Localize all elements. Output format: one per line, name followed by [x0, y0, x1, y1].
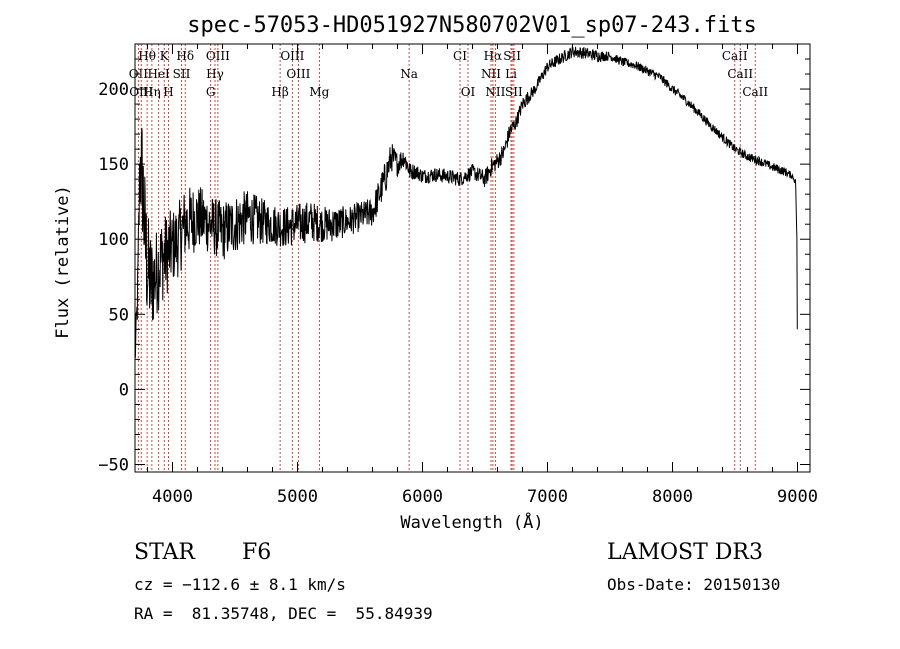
- observation-date: Obs-Date: 20150130: [607, 575, 781, 594]
- spectral-line-label: K: [160, 49, 170, 63]
- spectral-line-label: SII: [503, 49, 521, 63]
- spectral-line-label: Na: [400, 67, 418, 81]
- object-class: STAR: [134, 540, 195, 565]
- spectral-line-label: Li: [505, 67, 517, 81]
- spectral-line-label: OIII: [286, 67, 310, 81]
- plot-frame: [134, 43, 811, 473]
- spectral-line-label: Hα: [484, 49, 503, 63]
- spectral-line-label: SII: [505, 85, 523, 99]
- spectral-line-label: HeI: [147, 67, 170, 81]
- coordinates: RA = 81.35748, DEC = 55.84939: [134, 604, 433, 623]
- y-tick-label: 50: [109, 305, 129, 325]
- spectrum-line: [134, 46, 798, 358]
- spectral-line-label: NII: [481, 67, 501, 81]
- x-tick-label: 4000: [152, 487, 193, 507]
- spectral-line-label: OI: [461, 85, 476, 99]
- spectral-line-label: G: [206, 85, 216, 99]
- redshift-cz: cz = −112.6 ± 8.1 km/s: [134, 575, 346, 594]
- spectral-line-label: Mg: [309, 85, 329, 99]
- spectral-line-label: OIII: [280, 49, 304, 63]
- spectral-line-label: OIII: [206, 49, 230, 63]
- spectral-line-label: CI: [453, 49, 467, 63]
- spectral-line-label: Hη: [143, 85, 161, 99]
- spectral-line-label: Hβ: [271, 85, 288, 99]
- x-axis-label: Wavelength (Å): [400, 511, 543, 533]
- series-layer: [134, 46, 798, 358]
- spectral-line-label: NII: [485, 85, 505, 99]
- x-tick-label: 5000: [277, 487, 318, 507]
- chart-title: spec-57053-HD051927N580702V01_sp07-243.f…: [187, 13, 757, 38]
- spectral-line-label: SII: [173, 67, 191, 81]
- y-tick-label: −50: [98, 455, 129, 475]
- y-tick-label: 200: [98, 80, 129, 100]
- x-tick-label: 6000: [402, 487, 443, 507]
- spectral-line-label: CaII: [727, 67, 753, 81]
- x-tick-label: 8000: [652, 487, 693, 507]
- spectral-line-label: Hδ: [176, 49, 194, 63]
- x-tick-label: 9000: [777, 487, 818, 507]
- y-tick-label: 0: [119, 380, 129, 400]
- y-axis-label: Flux (relative): [53, 185, 73, 339]
- spectral-line-label: CaII: [722, 49, 748, 63]
- y-tick-label: 150: [98, 155, 129, 175]
- axes-layer: 4000 5000 6000 7000 8000 9000 −50 0 50 100 150 200: [98, 43, 818, 507]
- survey-name: LAMOST DR3: [607, 540, 763, 565]
- spectral-line-label: CaII: [742, 85, 768, 99]
- object-subclass: F6: [242, 540, 272, 565]
- y-tick-label: 100: [98, 230, 129, 250]
- spectral-line-label: H: [163, 85, 173, 99]
- x-tick-label: 7000: [527, 487, 568, 507]
- spectral-line-label: Hγ: [206, 67, 224, 81]
